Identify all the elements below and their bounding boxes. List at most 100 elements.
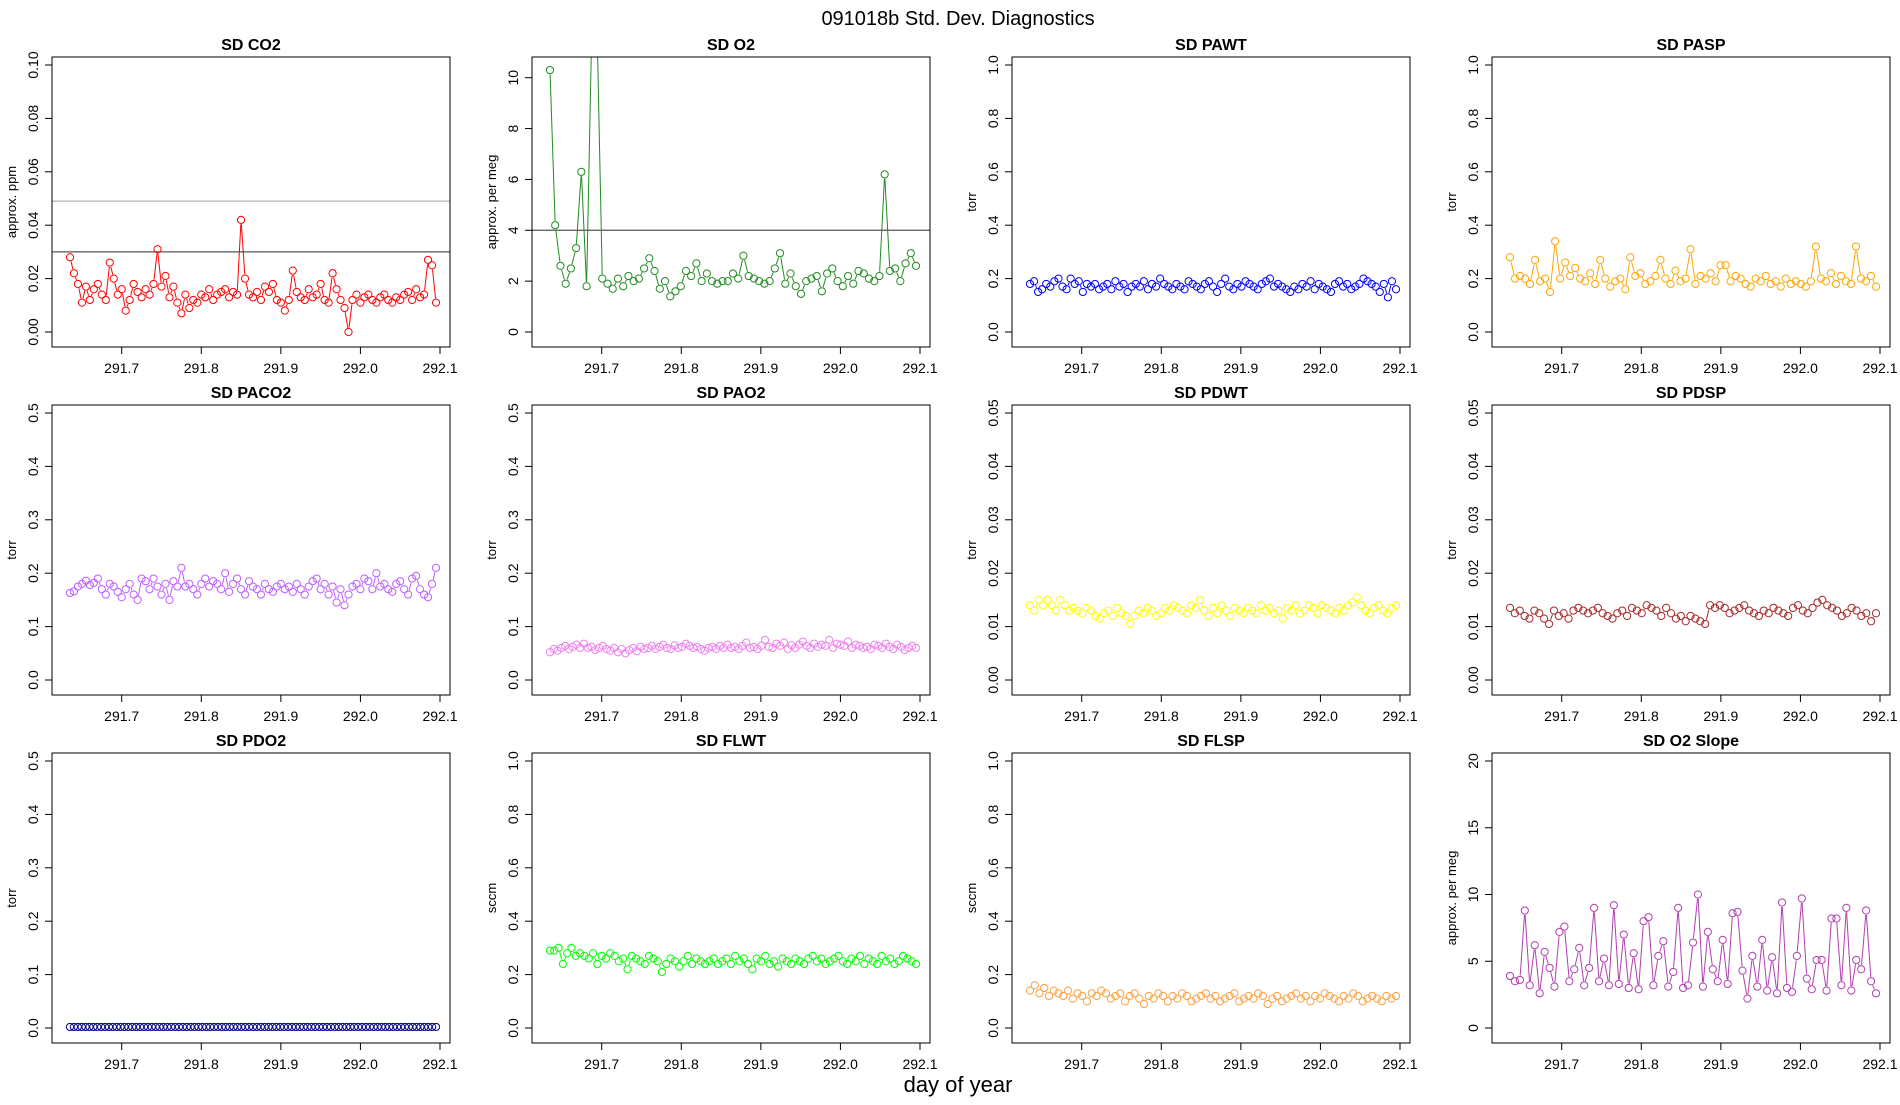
chart-point [1590, 904, 1597, 911]
chart-series-segment [1565, 931, 1569, 977]
chart-point [74, 280, 81, 287]
chart-series-segment [1837, 923, 1841, 981]
chart-point [1292, 602, 1299, 609]
chart-ytick-label: 0.8 [1465, 108, 1481, 128]
chart-point [337, 586, 344, 593]
chart-series-segment [1551, 615, 1553, 620]
chart-point [580, 640, 587, 647]
chart-series-segment [698, 268, 701, 277]
chart-point [1587, 270, 1594, 277]
chart-ylabel: approx. per meg [484, 155, 499, 250]
chart-point [265, 288, 272, 295]
chart-series-segment [342, 593, 344, 600]
chart-series-segment [1556, 246, 1560, 275]
chart-title: SD PAO2 [696, 385, 765, 402]
chart-point [126, 296, 133, 303]
chart-series-segment [1748, 960, 1752, 994]
chart-series-segment [587, 31, 592, 282]
chart-point [174, 583, 181, 590]
chart-series-segment [1547, 283, 1549, 288]
chart-point [1108, 286, 1115, 293]
chart-point [1541, 948, 1548, 955]
chart-point [1546, 964, 1553, 971]
chart-ytick-label: 0.0 [25, 670, 41, 690]
chart-point [94, 280, 101, 287]
chart-series-segment [1385, 288, 1387, 293]
chart-series-segment [1670, 976, 1672, 982]
chart-xtick-label: 291.8 [664, 708, 699, 724]
chart-series-segment [754, 963, 755, 966]
chart-point [1566, 978, 1573, 985]
chart-point [1762, 272, 1769, 279]
chart-series-segment [178, 572, 180, 582]
chart-series-segment [170, 586, 172, 596]
chart-series-segment [154, 254, 157, 280]
chart-series-segment [1727, 269, 1729, 277]
chart-point [1627, 254, 1634, 261]
chart-point [1557, 275, 1564, 282]
chart-point [317, 280, 324, 287]
chart-point [118, 594, 125, 601]
chart-xtick-label: 291.9 [743, 708, 778, 724]
chart-ytick-label: 0.3 [505, 510, 521, 530]
chart-point [1526, 982, 1533, 989]
chart-series-segment [1660, 945, 1662, 951]
chart-point [1749, 952, 1756, 959]
chart-point [1823, 987, 1830, 994]
chart-frame [1012, 57, 1410, 347]
chart-point [1109, 612, 1116, 619]
chart-point [1719, 936, 1726, 943]
chart-point [1863, 907, 1870, 914]
chart-point [1650, 982, 1657, 989]
chart-series-segment [1691, 254, 1695, 280]
chart-point [1545, 620, 1552, 627]
chart-point [1872, 610, 1879, 617]
chart-series-segment [1594, 912, 1598, 977]
chart-series-segment [1535, 950, 1539, 989]
chart-point [698, 278, 705, 285]
chart-series-segment [595, 957, 596, 960]
chart-xtick-label: 291.9 [743, 360, 778, 376]
chart-series-segment [625, 280, 626, 282]
chart-point [724, 278, 731, 285]
chart-series-segment [211, 293, 212, 295]
chart-point [1655, 952, 1662, 959]
chart-series-segment [1546, 956, 1548, 964]
chart-point [1657, 256, 1664, 263]
chart-point [233, 575, 240, 582]
chart-series-segment [1866, 915, 1870, 977]
chart-series-segment [693, 267, 695, 272]
chart-title: SD PASP [1656, 37, 1725, 54]
chart-point [727, 960, 734, 967]
chart-point [1699, 983, 1706, 990]
chart-point [573, 244, 580, 251]
chart-point [432, 564, 439, 571]
chart-xtick-label: 291.9 [1703, 708, 1738, 724]
chart-point [1595, 978, 1602, 985]
chart-frame [1012, 753, 1410, 1043]
chart-ytick-label: 0.6 [985, 162, 1001, 182]
chart-series-segment [1873, 280, 1874, 283]
chart-ytick-label: 0 [1465, 1024, 1481, 1032]
chart-point [1838, 982, 1845, 989]
chart-series-segment [409, 583, 411, 590]
chart-point [78, 299, 85, 306]
chart-point [656, 285, 663, 292]
chart-ytick-label: 5 [1465, 957, 1481, 965]
chart-point [206, 286, 213, 293]
figure-xlabel: day of year [904, 1072, 1013, 1097]
chart-point [369, 586, 376, 593]
chart-series-segment [237, 224, 241, 290]
chart-series-segment [1058, 604, 1059, 607]
chart-point [341, 602, 348, 609]
chart-series-segment [845, 280, 846, 282]
chart-point [102, 591, 109, 598]
chart-point [1807, 278, 1814, 285]
chart-title: SD O2 [707, 37, 755, 54]
chart-series-segment [1567, 267, 1569, 272]
chart-point [1205, 612, 1212, 619]
chart-point [285, 296, 292, 303]
chart-point [1565, 615, 1572, 622]
chart-xtick-label: 292.1 [1382, 708, 1417, 724]
